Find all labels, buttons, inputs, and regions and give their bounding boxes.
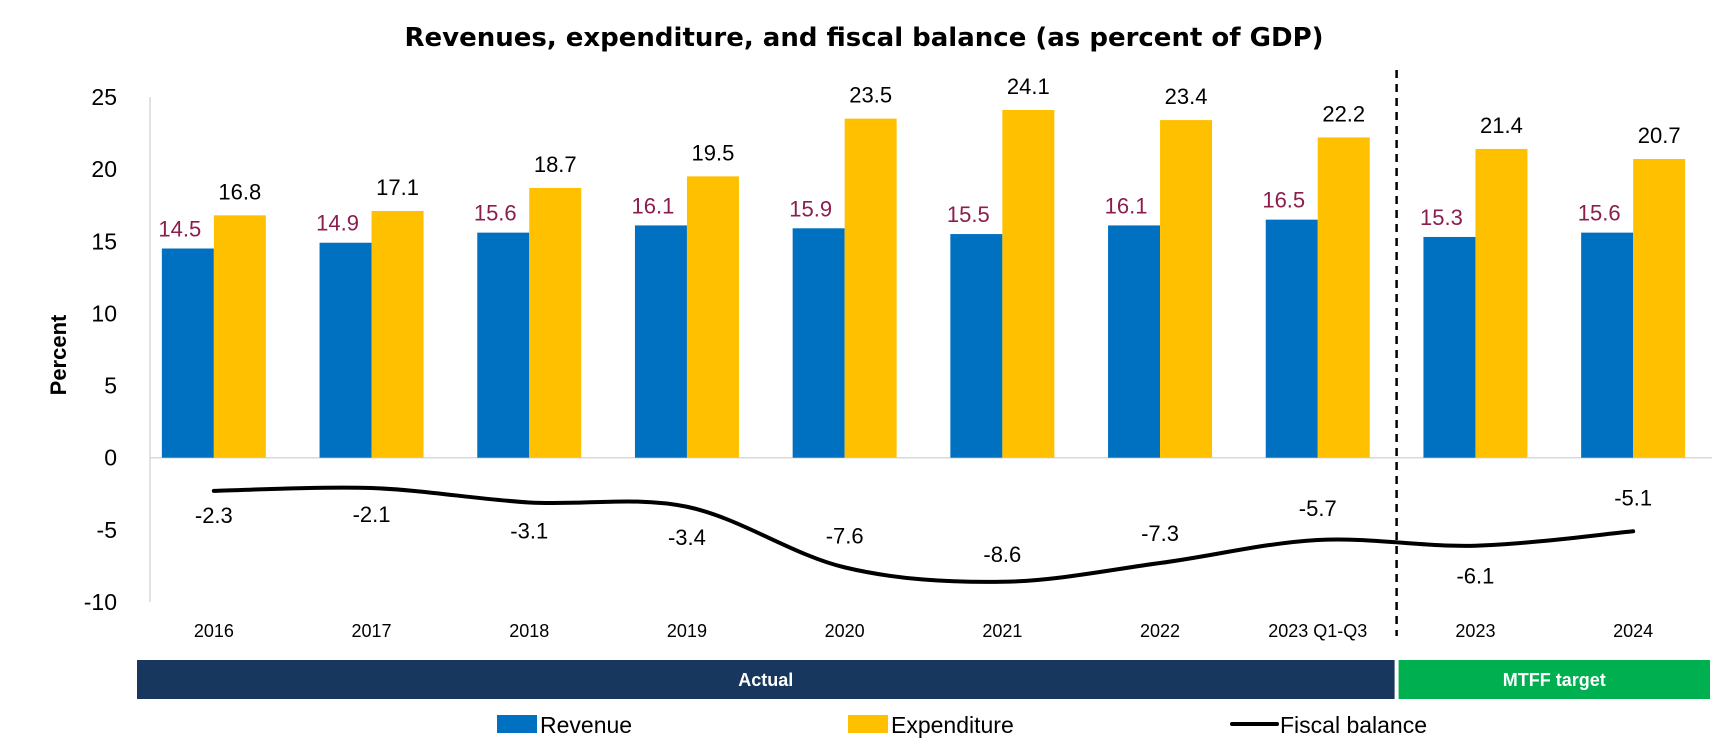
expenditure-bar bbox=[1633, 159, 1686, 458]
expenditure-data-label: 23.4 bbox=[1165, 84, 1208, 109]
revenue-data-label: 16.1 bbox=[632, 193, 675, 218]
fiscal-balance-line-layer bbox=[211, 485, 1636, 584]
chart-title: Revenues, expenditure, and fiscal balanc… bbox=[404, 23, 1323, 53]
revenue-bar bbox=[1581, 232, 1634, 458]
fiscal-balance-data-label: -7.6 bbox=[826, 523, 864, 548]
y-tick-label: 5 bbox=[104, 373, 117, 399]
revenue-bar bbox=[1108, 225, 1161, 458]
revenue-data-label: 15.9 bbox=[789, 196, 832, 221]
x-tick-label: 2022 bbox=[1140, 621, 1180, 641]
expenditure-data-label: 23.5 bbox=[849, 83, 892, 108]
x-tick-label: 2016 bbox=[194, 621, 234, 641]
revenue-data-label: 16.1 bbox=[1105, 193, 1148, 218]
expenditure-data-label: 21.4 bbox=[1480, 113, 1523, 138]
revenue-bar bbox=[477, 232, 530, 458]
y-tick-label: 0 bbox=[104, 445, 117, 471]
fiscal-balance-data-label: -3.4 bbox=[668, 525, 706, 550]
expenditure-data-label: 24.1 bbox=[1007, 74, 1050, 99]
x-tick-label: 2023 bbox=[1455, 621, 1495, 641]
data-labels: 14.5 14.9 15.6 16.1 15.9 15.5 16.1 16.5 15.3 15.6… bbox=[158, 74, 1680, 589]
legend-swatch bbox=[848, 715, 888, 733]
expenditure-data-label: 22.2 bbox=[1322, 101, 1365, 126]
group-band-label: MTFF target bbox=[1503, 670, 1606, 690]
legend-swatch bbox=[497, 715, 537, 733]
revenue-bar bbox=[161, 248, 214, 458]
expenditure-bar bbox=[1475, 148, 1528, 458]
fiscal-balance-data-label: -3.1 bbox=[510, 518, 548, 543]
expenditure-bar bbox=[213, 215, 266, 458]
bars bbox=[161, 109, 1686, 458]
revenue-data-label: 15.6 bbox=[474, 201, 517, 226]
y-tick-label: -5 bbox=[97, 517, 117, 543]
expenditure-bar bbox=[844, 118, 897, 458]
revenue-bar bbox=[319, 242, 372, 458]
fiscal-balance-data-label: -6.1 bbox=[1456, 564, 1494, 589]
expenditure-bar bbox=[1002, 109, 1055, 458]
revenue-bar bbox=[1423, 236, 1476, 458]
fiscal-balance-data-label: -5.1 bbox=[1614, 485, 1652, 510]
x-tick-label: 2018 bbox=[509, 621, 549, 641]
expenditure-bar bbox=[529, 187, 582, 458]
expenditure-bar bbox=[1317, 137, 1370, 458]
revenue-bar bbox=[792, 228, 845, 458]
y-tick-label: 15 bbox=[91, 228, 117, 254]
x-tick-label: 2023 Q1-Q3 bbox=[1268, 621, 1367, 641]
x-tick-label: 2020 bbox=[825, 621, 865, 641]
expenditure-data-label: 18.7 bbox=[534, 152, 577, 177]
y-tick-label: 25 bbox=[91, 84, 117, 110]
expenditure-data-label: 19.5 bbox=[692, 140, 735, 165]
group-bands: Actual MTFF target bbox=[137, 660, 1710, 699]
y-tick-label: 10 bbox=[91, 300, 117, 326]
expenditure-bar bbox=[371, 210, 424, 458]
revenue-bar bbox=[950, 234, 1003, 458]
legend-label: Expenditure bbox=[891, 712, 1014, 738]
legend: Revenue Expenditure Fiscal balance bbox=[497, 712, 1427, 738]
x-tick-label: 2021 bbox=[982, 621, 1022, 641]
expenditure-bar bbox=[686, 176, 739, 458]
x-tick-label: 2017 bbox=[352, 621, 392, 641]
revenue-data-label: 15.3 bbox=[1420, 205, 1463, 230]
group-band-label: Actual bbox=[738, 670, 793, 690]
revenue-bar bbox=[1265, 219, 1318, 458]
expenditure-bar bbox=[1160, 120, 1213, 458]
y-axis-label: Percent bbox=[46, 314, 71, 395]
expenditure-data-label: 17.1 bbox=[376, 175, 419, 200]
fiscal-balance-data-label: -5.7 bbox=[1299, 496, 1337, 521]
revenue-data-label: 16.5 bbox=[1262, 188, 1305, 213]
y-tick-label: -10 bbox=[84, 589, 117, 615]
legend-label: Fiscal balance bbox=[1280, 712, 1427, 738]
x-tick-label: 2024 bbox=[1613, 621, 1653, 641]
fiscal-balance-data-label: -7.3 bbox=[1141, 521, 1179, 546]
y-tick-label: 20 bbox=[91, 156, 117, 182]
revenue-data-label: 15.6 bbox=[1578, 201, 1621, 226]
expenditure-data-label: 20.7 bbox=[1638, 123, 1681, 148]
group-band bbox=[137, 660, 1395, 699]
x-tick-label: 2019 bbox=[667, 621, 707, 641]
revenue-bar bbox=[634, 225, 687, 458]
fiscal-balance-data-label: -8.6 bbox=[983, 542, 1021, 567]
revenue-data-label: 14.5 bbox=[158, 217, 201, 242]
fiscal-balance-data-label: -2.3 bbox=[195, 503, 233, 528]
fiscal-balance-line bbox=[211, 485, 1636, 584]
group-band bbox=[1398, 660, 1710, 699]
legend-label: Revenue bbox=[540, 712, 632, 738]
revenue-data-label: 15.5 bbox=[947, 202, 990, 227]
revenue-data-label: 14.9 bbox=[316, 211, 359, 236]
fiscal-balance-data-label: -2.1 bbox=[353, 502, 391, 527]
expenditure-data-label: 16.8 bbox=[218, 179, 261, 204]
